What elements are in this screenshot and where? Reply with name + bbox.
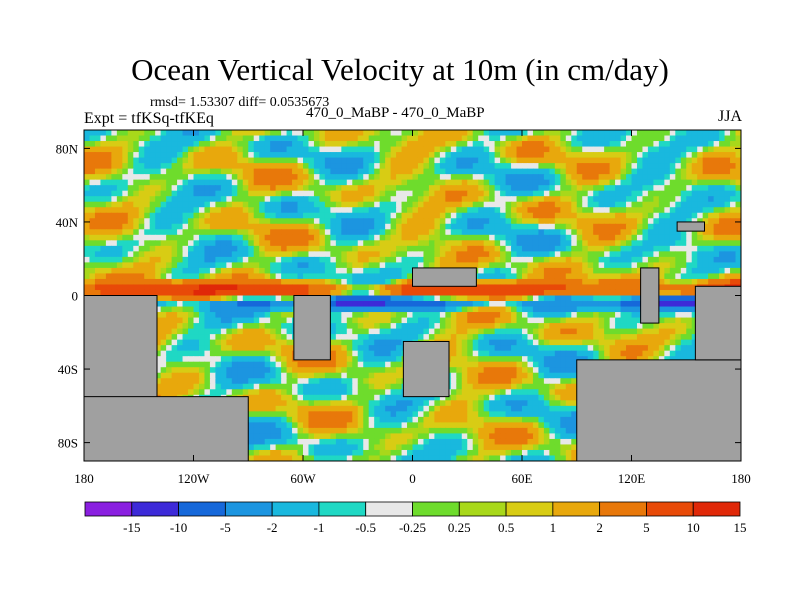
x-tick-label: 120E bbox=[618, 471, 646, 486]
x-axis: 180 120W 60W 0 60E 120E 180 bbox=[74, 130, 751, 486]
colorbar-box bbox=[131, 501, 179, 517]
colorbar-label: 10 bbox=[687, 520, 700, 535]
x-tick-label: 0 bbox=[409, 471, 416, 486]
y-tick-label: 0 bbox=[72, 289, 79, 304]
colorbar-label: 1 bbox=[550, 520, 557, 535]
stats-line: rmsd= 1.53307 diff= 0.0535673 bbox=[150, 95, 330, 110]
colorbar-label: -10 bbox=[170, 520, 187, 535]
y-axis: 80N 40N 0 40S 80S bbox=[56, 141, 741, 451]
velocity-field bbox=[84, 130, 741, 461]
colorbar-label: 2 bbox=[596, 520, 603, 535]
chart-title: Ocean Vertical Velocity at 10m (in cm/da… bbox=[131, 52, 669, 87]
season-label: JJA bbox=[717, 108, 742, 125]
land-island-south-atlantic bbox=[402, 340, 450, 398]
y-tick-label: 40N bbox=[56, 215, 79, 230]
x-tick-label: 60E bbox=[512, 471, 533, 486]
colorbar-box bbox=[365, 501, 413, 517]
land-island-east-indian bbox=[640, 267, 660, 324]
colorbar: -15 -10 -5 -2 -1 -0.5 -0.25 0.25 0.5 1 2 5 10 15 bbox=[84, 501, 747, 535]
colorbar-box bbox=[505, 501, 554, 517]
colorbar-box bbox=[458, 501, 507, 517]
land-mask bbox=[84, 221, 741, 461]
x-tick-label: 180 bbox=[74, 471, 94, 486]
colorbar-box bbox=[692, 501, 741, 517]
colorbar-box bbox=[646, 501, 694, 517]
experiment-label: Expt = tfKSq-tfKEq bbox=[84, 110, 214, 127]
y-tick-label: 80N bbox=[56, 141, 79, 156]
colorbar-box bbox=[224, 501, 273, 517]
land-island-nw bbox=[676, 221, 705, 232]
colorbar-label: 15 bbox=[734, 520, 747, 535]
colorbar-label: 0.5 bbox=[498, 520, 514, 535]
land-island-central bbox=[293, 295, 331, 361]
colorbar-label: -15 bbox=[123, 520, 140, 535]
colorbar-label: -1 bbox=[314, 520, 325, 535]
colorbar-box bbox=[599, 501, 647, 517]
colorbar-box bbox=[318, 501, 367, 517]
colorbar-label: 0.25 bbox=[448, 520, 471, 535]
colorbar-box bbox=[84, 501, 133, 517]
land-southern-block bbox=[84, 396, 249, 461]
x-tick-label: 60W bbox=[290, 471, 316, 486]
x-tick-label: 120W bbox=[178, 471, 211, 486]
colorbar-box bbox=[412, 501, 460, 517]
colorbar-box bbox=[271, 501, 320, 517]
land-continent-east bbox=[576, 359, 741, 461]
x-tick-label: 180 bbox=[731, 471, 751, 486]
land-island-north-pacific bbox=[412, 267, 477, 287]
colorbar-label: -2 bbox=[267, 520, 278, 535]
colorbar-box bbox=[552, 501, 601, 517]
difference-label: 470_0_MaBP - 470_0_MaBP bbox=[306, 105, 485, 121]
colorbar-label: -0.25 bbox=[399, 520, 426, 535]
colorbar-label: 5 bbox=[643, 520, 650, 535]
land-east-landmass bbox=[694, 285, 741, 361]
colorbar-label: -0.5 bbox=[355, 520, 376, 535]
y-tick-label: 40S bbox=[58, 362, 78, 377]
colorbar-box bbox=[178, 501, 226, 517]
y-tick-label: 80S bbox=[58, 436, 78, 451]
colorbar-label: -5 bbox=[220, 520, 231, 535]
